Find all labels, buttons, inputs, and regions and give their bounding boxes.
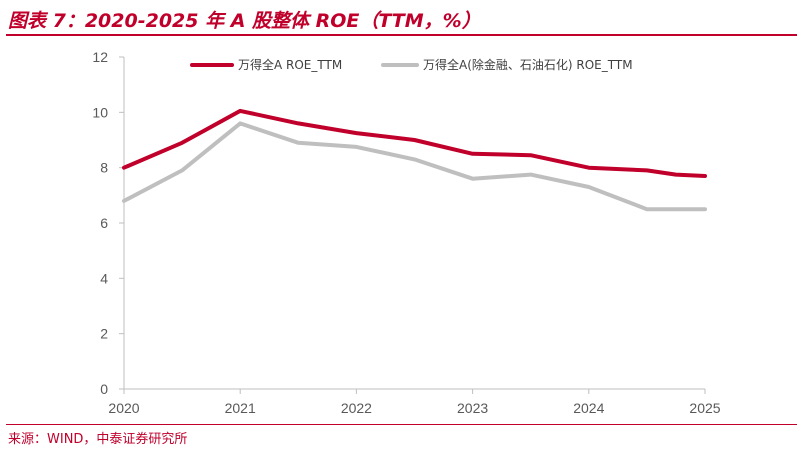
y-tick-label: 0: [100, 381, 108, 397]
series-line-2: [122, 121, 707, 212]
y-tick-label: 12: [92, 49, 108, 65]
chart-title: 图表 7：2020-2025 年 A 股整体 ROE（TTM，%）: [8, 10, 481, 32]
title-divider: [6, 34, 797, 36]
legend-label-2: 万得全A(除金融、石油石化) ROE_TTM: [423, 57, 633, 72]
y-tick-label: 2: [100, 326, 108, 342]
footer-divider: [6, 424, 797, 425]
source-note: 来源：WIND，中泰证券研究所: [8, 432, 188, 447]
series-lines: [122, 108, 707, 212]
x-tick-label: 2025: [689, 400, 720, 416]
y-tick-label: 8: [100, 160, 108, 176]
x-tick-label: 2023: [457, 400, 488, 416]
y-tick-label: 6: [100, 215, 108, 231]
chart-axes: [119, 56, 706, 394]
y-tick-label: 4: [100, 270, 108, 286]
x-tick-label: 2020: [108, 400, 139, 416]
legend-label-1: 万得全A ROE_TTM: [238, 57, 342, 72]
x-tick-label: 2021: [225, 400, 256, 416]
y-tick-label: 10: [92, 104, 108, 120]
legend: 万得全A ROE_TTM 万得全A(除金融、石油石化) ROE_TTM: [190, 57, 633, 72]
tick-labels: 0 2 4 6 8 10 12 2020 2021 2022 2023 2024 2025: [92, 49, 720, 416]
series-line-1: [122, 108, 707, 178]
x-tick-label: 2022: [341, 400, 372, 416]
x-tick-label: 2024: [573, 400, 604, 416]
